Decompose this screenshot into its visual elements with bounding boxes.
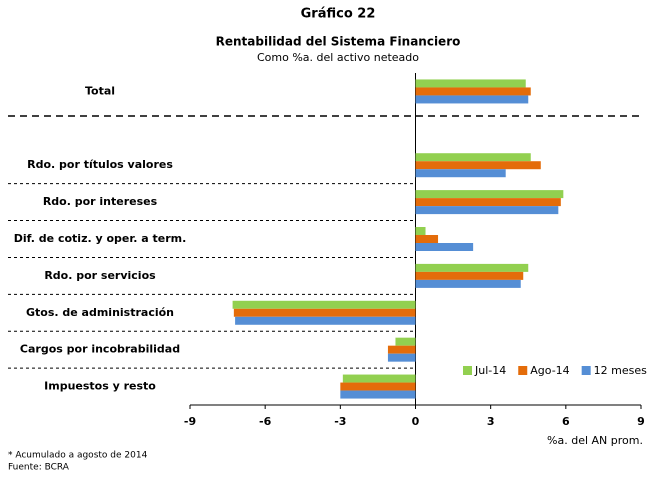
legend-label: 12 meses *: [594, 364, 647, 377]
bar: [415, 271, 524, 280]
bar: [415, 87, 531, 96]
bar: [415, 235, 439, 243]
y-tick-label: Rdo. por intereses: [43, 195, 158, 208]
footnote: * Acumulado a agosto de 2014: [8, 451, 148, 461]
y-tick-label: Rdo. por servicios: [44, 269, 156, 282]
bar: [415, 95, 529, 104]
x-tick-label: 9: [637, 415, 645, 428]
bar: [415, 161, 541, 170]
bar: [340, 390, 416, 399]
bar: [415, 198, 561, 207]
bar: [415, 153, 531, 162]
legend-label: Ago-14: [530, 364, 569, 377]
bar: [415, 190, 564, 199]
bar: [387, 353, 416, 362]
y-tick-label: Impuestos y resto: [44, 380, 156, 393]
x-tick-label: -6: [259, 415, 272, 428]
y-tick-label: Gtos. de administración: [26, 306, 174, 319]
chart-title: Gráfico 22: [301, 7, 376, 22]
footnote: Fuente: BCRA: [8, 463, 70, 473]
legend-swatch: [581, 366, 591, 375]
bar: [415, 243, 474, 251]
legend-swatch: [518, 366, 528, 375]
bar: [415, 169, 506, 178]
bar: [232, 300, 416, 309]
y-tick-label: Cargos por incobrabilidad: [20, 343, 180, 356]
bar: [415, 263, 529, 272]
bar: [415, 227, 426, 235]
bar: [235, 316, 416, 325]
chart-subtitle: Rentabilidad del Sistema Financiero: [216, 35, 461, 49]
y-tick-label: Rdo. por títulos valores: [27, 158, 173, 171]
legend-swatch: [463, 366, 472, 375]
x-tick-label: 6: [562, 415, 570, 428]
bar: [342, 374, 416, 383]
bar: [415, 206, 559, 215]
bar: [395, 337, 416, 346]
bar: [415, 279, 521, 288]
bar: [233, 308, 416, 317]
y-tick-label: Dif. de cotiz. y oper. a term.: [14, 232, 187, 245]
x-tick-label: -3: [334, 415, 346, 428]
chart-subtitle: Como %a. del activo neteado: [257, 51, 419, 64]
bar: [387, 345, 416, 354]
x-tick-label: -9: [184, 415, 196, 428]
legend-label: Jul-14: [474, 364, 506, 377]
bar: [415, 79, 526, 88]
x-tick-label: 3: [487, 415, 495, 428]
axis-label: %a. del AN prom.: [547, 434, 643, 447]
bar: [340, 382, 416, 391]
x-tick-label: 0: [412, 415, 420, 428]
y-tick-label: Total: [85, 84, 115, 97]
